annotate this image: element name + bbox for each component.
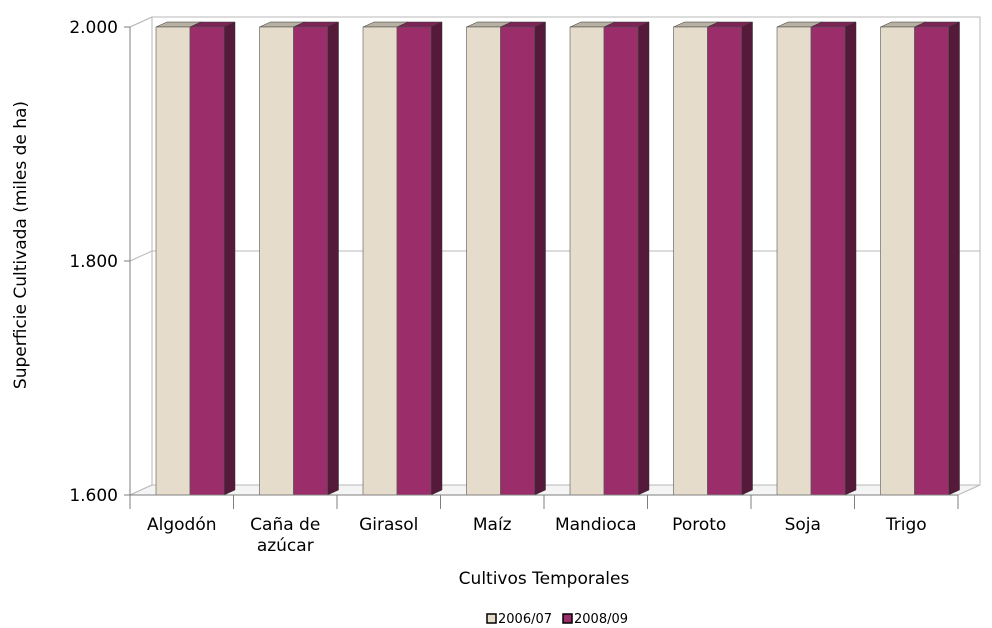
legend: 2006/07 2008/09 xyxy=(486,612,628,627)
bar-side xyxy=(534,21,546,496)
bar-front xyxy=(362,26,398,496)
bar-side xyxy=(948,21,960,496)
bar-2008/09 xyxy=(396,21,443,496)
y-ticks: 1.600 1.800 2.000 xyxy=(69,18,130,506)
bar-2008/09 xyxy=(914,21,960,496)
legend-swatch xyxy=(486,613,497,624)
bar-front xyxy=(673,26,708,496)
bar-side xyxy=(327,21,339,496)
bar-2008/09 xyxy=(810,21,857,496)
bar-front xyxy=(259,26,294,496)
x-tick-label: Poroto xyxy=(672,515,726,535)
bar-side xyxy=(741,21,753,496)
legend-swatch xyxy=(562,613,573,624)
y-axis: 1.600 1.800 2.000 xyxy=(69,18,131,506)
x-tick-label: Soja xyxy=(785,515,821,535)
bar-2008/09 xyxy=(500,21,546,496)
y-tick-label: 1.600 xyxy=(69,486,118,506)
bar-front xyxy=(603,26,639,496)
bar-2008/09 xyxy=(293,21,339,496)
bar-front xyxy=(500,26,535,496)
y-tick-label: 2.000 xyxy=(69,18,118,38)
x-axis-title: Cultivos Temporales xyxy=(459,569,630,589)
x-tick-label: Algodón xyxy=(147,515,217,535)
bar-2008/09 xyxy=(603,21,650,496)
bars xyxy=(155,21,960,496)
x-tick-labels: Algodón Caña de azúcar Girasol Maíz Mandioca P… xyxy=(147,515,927,556)
bar-front xyxy=(466,26,501,496)
x-axis: Algodón Caña de azúcar Girasol Maíz Mandioca P… xyxy=(129,494,959,556)
y-axis-title: Superficie Cultivada (miles de ha) xyxy=(11,101,31,389)
x-tick-label: Girasol xyxy=(359,515,418,535)
bar-front xyxy=(914,26,949,496)
x-ticks xyxy=(129,495,959,509)
bar-side xyxy=(637,21,650,496)
x-tick-label: Maíz xyxy=(473,515,512,535)
x-tick-label: Caña de azúcar xyxy=(250,515,320,556)
gridline xyxy=(129,16,980,28)
x-tick-label: Mandioca xyxy=(555,515,637,535)
bar-front xyxy=(155,26,191,496)
bar-front xyxy=(569,26,605,496)
bar-front xyxy=(189,26,225,496)
legend-label: 2008/09 xyxy=(574,612,628,627)
bar-2008/09 xyxy=(189,21,236,496)
y-tick-label: 1.800 xyxy=(69,252,118,272)
bar-side xyxy=(430,21,443,496)
bar-2008/09 xyxy=(707,21,753,496)
x-tick-label: Trigo xyxy=(885,515,927,535)
bar-side xyxy=(844,21,857,496)
bar-front xyxy=(396,26,432,496)
bar-front xyxy=(707,26,742,496)
legend-label: 2006/07 xyxy=(498,612,552,627)
bar-front xyxy=(293,26,328,496)
bar-side xyxy=(223,21,236,496)
bar-front xyxy=(880,26,915,496)
bar-front xyxy=(776,26,812,496)
bar-front xyxy=(810,26,846,496)
